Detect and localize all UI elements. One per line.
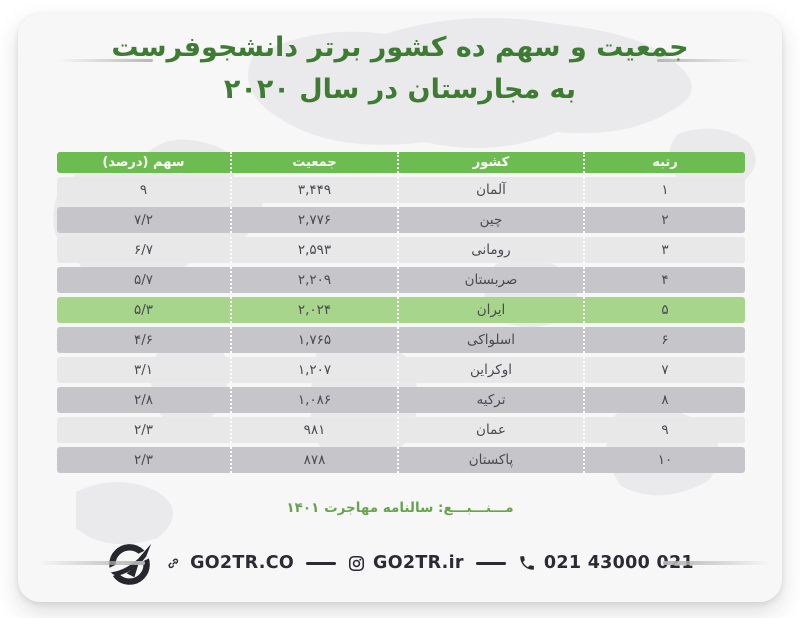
share-cell: ۵/۳ [57, 297, 232, 323]
share-cell: ۹ [57, 177, 232, 203]
population-cell: ۱,۷۶۵ [232, 327, 399, 353]
source-note: مـــنـــبـــع: سالنامه مهاجرت ۱۴۰۱ [286, 500, 514, 516]
population-cell: ۱,۰۸۶ [232, 387, 399, 413]
instagram-link[interactable]: GO2TR.ir [348, 553, 464, 573]
share-cell: ۷/۲ [57, 207, 232, 233]
footer-separator-dash [306, 561, 337, 565]
country-cell: ایران [399, 297, 585, 323]
table-row: ۷ اوکراین ۱,۲۰۷ ۳/۱ [57, 357, 745, 383]
header-population: جمعیت [232, 152, 399, 173]
rank-cell: ۵ [661, 302, 669, 318]
country-cell: صربستان [399, 267, 585, 293]
instagram-label: GO2TR.ir [373, 553, 464, 573]
header-share: سهم (درصد) [57, 152, 232, 173]
rank-cell: ۹ [661, 422, 669, 438]
page-title: جمعیت و سهم ده کشور برتر دانشجوفرست به م… [18, 27, 782, 111]
population-cell: ۲,۵۹۳ [232, 237, 399, 263]
website-label: GO2TR.CO [190, 553, 295, 573]
rank-cell: ۸ [661, 392, 669, 408]
website-link[interactable]: GO2TR.CO [165, 553, 294, 573]
table-header-row: رتبه کشور جمعیت سهم (درصد) [57, 152, 745, 173]
population-cell: ۳,۴۴۹ [232, 177, 399, 203]
header-country: کشور [399, 152, 585, 173]
rank-cell: ۲ [661, 212, 669, 228]
rank-cell: ۱ [661, 182, 669, 198]
infographic-card: جمعیت و سهم ده کشور برتر دانشجوفرست به م… [18, 14, 782, 602]
rank-cell: ۴ [661, 272, 669, 288]
country-cell: چین [399, 207, 585, 233]
page-title-line1: جمعیت و سهم ده کشور برتر دانشجوفرست [111, 32, 689, 63]
country-cell: عمان [399, 417, 585, 443]
rank-cell: ۳ [661, 242, 669, 258]
link-icon [168, 558, 179, 568]
phone-icon [520, 556, 534, 570]
country-cell: رومانی [399, 237, 585, 263]
country-cell: اوکراین [399, 357, 585, 383]
countries-table: رتبه کشور جمعیت سهم (درصد) ۱ آلمان ۳,۴۴۹… [57, 152, 745, 477]
population-cell: ۱,۲۰۷ [232, 357, 399, 383]
country-cell: آلمان [399, 177, 585, 203]
population-cell: ۸۷۸ [232, 447, 399, 473]
share-cell: ۶/۷ [57, 237, 232, 263]
footer-decor-line-left [37, 561, 145, 565]
header-rank: رتبه [652, 155, 678, 170]
country-cell: اسلواکی [399, 327, 585, 353]
table-row: ۲ چین ۲,۷۷۶ ۷/۲ [57, 207, 745, 233]
share-cell: ۲/۸ [57, 387, 232, 413]
table-row: ۳ رومانی ۲,۵۹۳ ۶/۷ [57, 237, 745, 263]
phone-contact[interactable]: 021 43000 021 [518, 553, 694, 573]
share-cell: ۳/۱ [57, 357, 232, 383]
table-row: ۶ اسلواکی ۱,۷۶۵ ۴/۶ [57, 327, 745, 353]
population-cell: ۲,۷۷۶ [232, 207, 399, 233]
share-cell: ۲/۳ [57, 417, 232, 443]
instagram-icon [349, 555, 365, 571]
table-row: ۴ صربستان ۲,۲۰۹ ۵/۷ [57, 267, 745, 293]
footer-decor-line-right [663, 561, 771, 565]
rank-cell: ۱۰ [657, 452, 673, 468]
share-cell: ۲/۳ [57, 447, 232, 473]
country-cell: ترکیه [399, 387, 585, 413]
footer-bar: GO2TR.CO GO2TR.ir 021 43000 021 [18, 538, 782, 588]
page-title-line2: به مجارستان در سال ۲۰۲۰ [223, 74, 577, 105]
rank-cell: ۷ [661, 362, 669, 378]
population-cell: ۹۸۱ [232, 417, 399, 443]
table-row: ۱۰ پاکستان ۸۷۸ ۲/۳ [57, 447, 745, 473]
footer-separator-dash [475, 561, 506, 565]
table-row-highlighted-iran: ۵ ایران ۲,۰۲۴ ۵/۳ [57, 297, 745, 323]
share-cell: ۴/۶ [57, 327, 232, 353]
table-row: ۹ عمان ۹۸۱ ۲/۳ [57, 417, 745, 443]
share-cell: ۵/۷ [57, 267, 232, 293]
phone-label: 021 43000 021 [543, 553, 694, 573]
title-decor-line-left [57, 59, 153, 62]
country-cell: پاکستان [399, 447, 585, 473]
table-row: ۱ آلمان ۳,۴۴۹ ۹ [57, 177, 745, 203]
table-row: ۸ ترکیه ۱,۰۸۶ ۲/۸ [57, 387, 745, 413]
title-decor-line-right [657, 59, 753, 62]
population-cell: ۲,۰۲۴ [232, 297, 399, 323]
rank-cell: ۶ [661, 332, 669, 348]
population-cell: ۲,۲۰۹ [232, 267, 399, 293]
